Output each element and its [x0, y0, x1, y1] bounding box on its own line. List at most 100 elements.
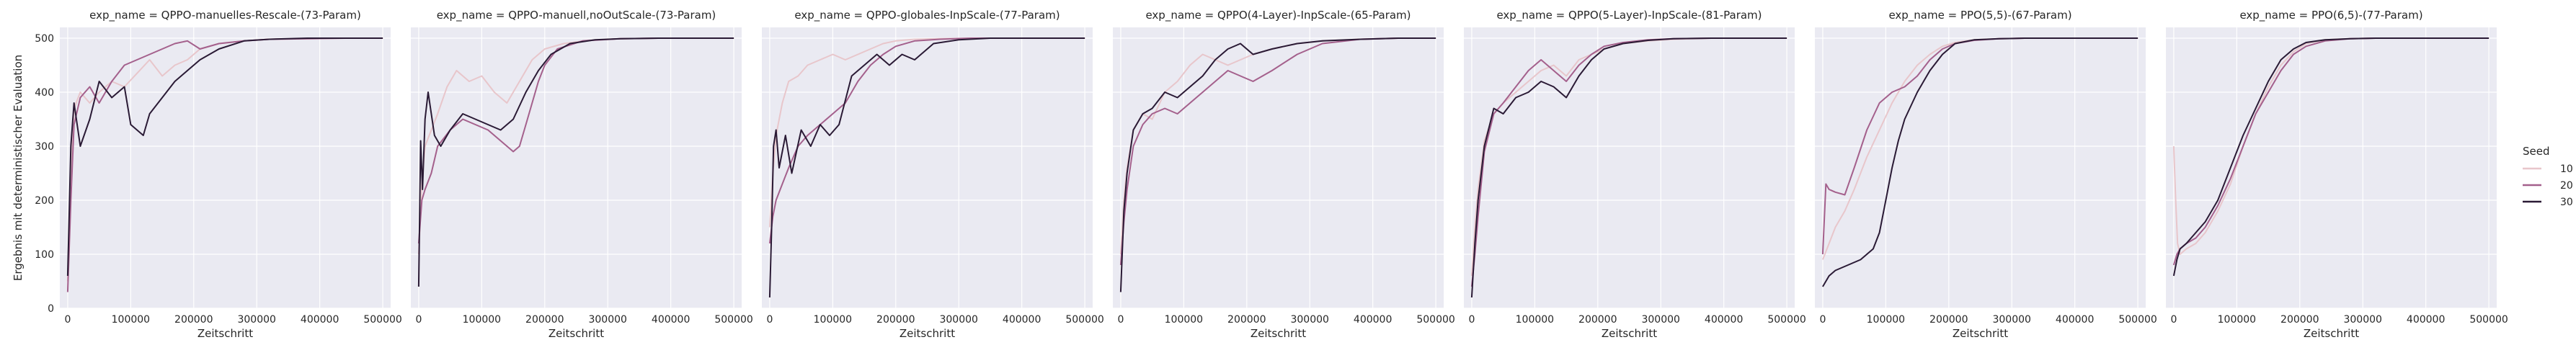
y-tick-label: 200 — [35, 195, 54, 207]
x-tick-label: 100000 — [814, 314, 852, 326]
x-tick-label: 300000 — [1290, 314, 1328, 326]
series-group — [417, 37, 734, 287]
series-line-seed-30 — [1119, 37, 1436, 292]
series-line-seed-30 — [1822, 37, 2138, 287]
x-tick-label: 0 — [1819, 314, 1826, 326]
x-tick-label: 300000 — [1641, 314, 1679, 326]
series-line-seed-30 — [768, 37, 1085, 298]
x-tick-label: 100000 — [2218, 314, 2256, 326]
x-tick-label: 0 — [415, 314, 422, 326]
legend-label-seed-30: 30 — [2560, 197, 2573, 208]
plot-area — [1464, 27, 1795, 308]
x-tick-label: 400000 — [301, 314, 339, 326]
series-group — [2172, 37, 2490, 277]
x-axis-label: Zeitschritt — [1251, 327, 1306, 340]
x-tick-label: 500000 — [1065, 314, 1103, 326]
panel-title: exp_name = PPO(5,5)-(67-Param) — [1888, 9, 2071, 22]
x-tick-label: 0 — [766, 314, 773, 326]
x-tick-label: 400000 — [2056, 314, 2094, 326]
panel-1: exp_name = QPPO-manuelles-Rescale-(73-Pa… — [35, 9, 402, 340]
x-tick-label: 200000 — [1227, 314, 1266, 326]
panel-5: exp_name = QPPO(5-Layer)-InpScale-(81-Pa… — [1464, 9, 1806, 340]
x-tick-label: 500000 — [1767, 314, 1806, 326]
x-tick-label: 0 — [2170, 314, 2177, 326]
y-tick-label: 0 — [48, 303, 54, 315]
x-tick-label: 300000 — [588, 314, 626, 326]
panel-3: exp_name = QPPO-globales-InpScale-(77-Pa… — [762, 9, 1104, 340]
x-tick-label: 0 — [64, 314, 71, 326]
x-tick-label: 200000 — [2280, 314, 2319, 326]
y-tick-label: 400 — [35, 87, 54, 99]
x-tick-label: 200000 — [876, 314, 915, 326]
x-tick-label: 100000 — [1867, 314, 1905, 326]
legend-title: Seed — [2523, 145, 2550, 158]
x-tick-label: 400000 — [1705, 314, 1743, 326]
y-tick-label: 100 — [35, 249, 54, 261]
x-axis-label: Zeitschritt — [548, 327, 604, 340]
x-tick-label: 300000 — [939, 314, 977, 326]
series-group — [1821, 37, 2138, 287]
x-tick-label: 100000 — [112, 314, 150, 326]
series-line-seed-30 — [417, 37, 734, 287]
legend-label-seed-20: 20 — [2560, 180, 2573, 192]
x-axis-label: Zeitschritt — [197, 327, 253, 340]
x-tick-label: 400000 — [1354, 314, 1392, 326]
panel-title: exp_name = PPO(6,5)-(77-Param) — [2239, 9, 2422, 22]
x-tick-label: 300000 — [1992, 314, 2030, 326]
panel-6: exp_name = PPO(5,5)-(67-Param) 0 100000 200… — [1815, 9, 2157, 340]
x-tick-label: 400000 — [2407, 314, 2445, 326]
x-tick-label: 0 — [1468, 314, 1475, 326]
x-axis-label: Zeitschritt — [1602, 327, 1657, 340]
x-tick-label: 0 — [1117, 314, 1124, 326]
series-group — [1119, 37, 1436, 292]
y-tick-label: 300 — [35, 141, 54, 153]
series-line-seed-30 — [66, 37, 383, 277]
series-group — [66, 37, 383, 292]
x-axis-label: Zeitschritt — [900, 327, 955, 340]
x-tick-label: 500000 — [1416, 314, 1454, 326]
series-line-seed-20 — [768, 37, 1085, 244]
plot-area — [411, 27, 742, 308]
panel-title: exp_name = QPPO-globales-InpScale-(77-Pa… — [794, 9, 1060, 22]
plot-area — [60, 27, 391, 308]
y-axis-label: Ergebnis mit deterministischer Evaluatio… — [12, 55, 25, 281]
plot-area — [762, 27, 1093, 308]
x-tick-label: 400000 — [1003, 314, 1041, 326]
x-tick-label: 400000 — [652, 314, 690, 326]
panel-4: exp_name = QPPO(4-Layer)-InpScale-(65-Pa… — [1113, 9, 1455, 340]
x-tick-label: 100000 — [463, 314, 501, 326]
panel-7: exp_name = PPO(6,5)-(77-Param) 0 100000 200… — [2166, 9, 2508, 340]
x-tick-label: 100000 — [1165, 314, 1203, 326]
y-tick-label: 500 — [35, 33, 54, 45]
x-tick-label: 200000 — [1929, 314, 1968, 326]
x-tick-label: 500000 — [714, 314, 752, 326]
x-tick-label: 200000 — [174, 314, 213, 326]
series-group — [1470, 37, 1787, 298]
panel-title: exp_name = QPPO(5-Layer)-InpScale-(81-Pa… — [1496, 9, 1762, 22]
plot-area — [1113, 27, 1444, 308]
x-tick-label: 500000 — [363, 314, 401, 326]
x-tick-label: 200000 — [525, 314, 564, 326]
x-tick-label: 100000 — [1516, 314, 1554, 326]
x-tick-label: 500000 — [2469, 314, 2508, 326]
panel-2: exp_name = QPPO-manuell,noOutScale-(73-P… — [411, 9, 753, 340]
series-group — [768, 37, 1085, 298]
legend-label-seed-10: 10 — [2560, 163, 2573, 175]
x-tick-label: 200000 — [1578, 314, 1617, 326]
x-tick-label: 300000 — [2343, 314, 2381, 326]
panel-title: exp_name = QPPO(4-Layer)-InpScale-(65-Pa… — [1145, 9, 1411, 22]
x-tick-label: 300000 — [237, 314, 275, 326]
plot-area — [2166, 27, 2497, 308]
panel-title: exp_name = QPPO-manuell,noOutScale-(73-P… — [437, 9, 716, 22]
plot-area — [1815, 27, 2146, 308]
legend: Seed 10 20 30 — [2523, 145, 2573, 208]
panels: exp_name = QPPO-manuelles-Rescale-(73-Pa… — [35, 9, 2508, 340]
x-tick-label: 500000 — [2118, 314, 2157, 326]
x-axis-label: Zeitschritt — [2304, 327, 2359, 340]
series-line-seed-30 — [1470, 37, 1787, 298]
series-line-seed-20 — [1119, 37, 1436, 266]
x-axis-label: Zeitschritt — [1953, 327, 2008, 340]
series-line-seed-30 — [2172, 37, 2490, 277]
